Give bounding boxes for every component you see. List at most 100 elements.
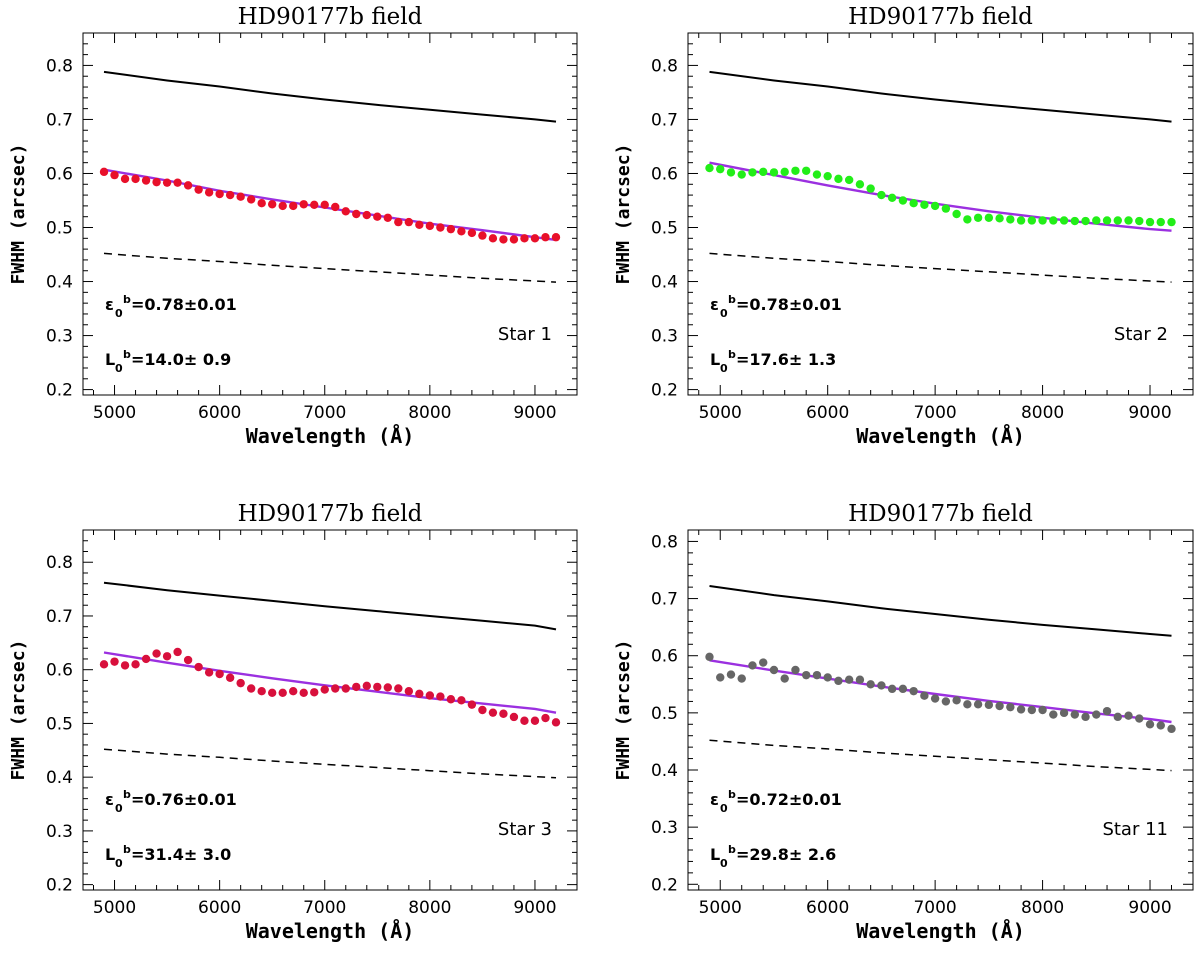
- data-point: [457, 696, 466, 705]
- data-point: [769, 665, 779, 675]
- data-point: [1145, 720, 1155, 729]
- data-point: [995, 701, 1004, 711]
- data-point: [1081, 712, 1090, 722]
- y-tick-label: 0.4: [651, 273, 678, 293]
- data-point: [120, 174, 130, 184]
- data-point: [152, 649, 161, 658]
- l0-value: =31.4± 3.0: [131, 845, 231, 864]
- data-point: [173, 178, 182, 187]
- panel-star-1: 5000 6000 7000 8000 9000 0.2 0.3 0.4 0.5 0.6 0.7 0.…: [8, 4, 578, 448]
- data-point: [1167, 724, 1176, 734]
- chart-title: HD90177b field: [238, 4, 423, 30]
- y-tick-label: 0.6: [651, 647, 678, 667]
- data-point: [257, 198, 266, 208]
- y-tick-label: 0.6: [46, 164, 73, 184]
- data-point: [705, 652, 714, 662]
- data-point: [995, 214, 1004, 223]
- data-point: [530, 716, 540, 725]
- data-point: [1049, 216, 1058, 225]
- epsilon-value: =0.78±0.01: [736, 295, 842, 314]
- y-tick-label: 0.7: [46, 607, 73, 627]
- data-point: [1027, 216, 1037, 225]
- data-point: [310, 688, 319, 697]
- upper-solid-curve: [103, 70, 557, 123]
- data-point: [331, 684, 340, 693]
- data-point: [362, 210, 371, 220]
- data-point: [941, 204, 951, 213]
- data-point: [1102, 706, 1112, 716]
- data-point: [194, 185, 203, 194]
- data-point: [110, 657, 119, 666]
- data-point: [909, 198, 918, 208]
- data-point: [737, 170, 746, 179]
- data-point: [1092, 710, 1101, 719]
- data-point: [373, 682, 382, 692]
- data-point: [1124, 216, 1133, 225]
- data-point: [331, 202, 340, 212]
- data-point: [877, 681, 886, 690]
- data-point: [310, 200, 319, 210]
- data-point: [162, 178, 172, 187]
- y-axis-label: FWHM (arcsec): [613, 640, 634, 781]
- x-tick-label: 8000: [408, 403, 451, 423]
- l0-subscript: 0: [720, 857, 728, 870]
- data-point: [1070, 216, 1080, 226]
- y-axis-label: FWHM (arcsec): [613, 144, 634, 285]
- data-point: [299, 688, 308, 698]
- data-point: [1092, 216, 1101, 225]
- star-label: Star 1: [498, 324, 552, 345]
- data-point: [834, 676, 843, 686]
- data-point: [215, 669, 224, 679]
- y-tick-label: 0.8: [46, 553, 73, 573]
- data-point: [436, 223, 445, 232]
- data-point: [173, 647, 182, 657]
- data-point: [289, 686, 298, 696]
- x-tick-label: 6000: [806, 898, 849, 918]
- data-point: [352, 209, 361, 219]
- data-point: [791, 166, 800, 175]
- data-point: [99, 167, 109, 177]
- data-point: [952, 209, 961, 219]
- x-tick-label: 8000: [1021, 403, 1064, 423]
- data-point: [225, 190, 235, 200]
- data-point: [520, 234, 529, 243]
- x-tick-label: 7000: [303, 403, 346, 423]
- x-tick-label: 9000: [513, 403, 556, 423]
- data-point: [801, 670, 811, 680]
- data-point: [909, 686, 918, 696]
- data-point: [920, 691, 929, 700]
- l0-symbol: L: [105, 350, 115, 369]
- epsilon-subscript: 0: [720, 802, 728, 815]
- data-point: [204, 668, 214, 677]
- upper-solid-curve: [709, 585, 1172, 637]
- data-point: [415, 220, 424, 230]
- l0-value: =14.0± 0.9: [131, 350, 231, 369]
- x-tick-label: 9000: [513, 898, 556, 918]
- data-point: [866, 184, 875, 193]
- data-point: [246, 195, 256, 204]
- data-point: [855, 180, 865, 189]
- data-point: [373, 212, 382, 221]
- data-point: [394, 684, 403, 693]
- fit-line: [709, 659, 1172, 724]
- data-point: [131, 660, 140, 669]
- epsilon-value: =0.72±0.01: [736, 790, 842, 809]
- x-axis-label: Wavelength (Å): [246, 919, 415, 943]
- data-point: [920, 200, 929, 210]
- x-tick-label: 8000: [408, 898, 451, 918]
- data-point: [267, 688, 277, 698]
- data-point: [499, 709, 508, 718]
- data-point: [716, 164, 725, 174]
- data-point: [1006, 215, 1015, 224]
- data-point: [1059, 216, 1069, 225]
- data-point: [844, 675, 854, 684]
- data-point: [812, 670, 822, 680]
- x-tick-label: 6000: [198, 898, 241, 918]
- x-tick-label: 9000: [1128, 898, 1171, 918]
- data-point: [1038, 705, 1047, 715]
- data-point: [1135, 216, 1144, 226]
- data-point: [887, 193, 897, 202]
- data-point: [204, 188, 214, 197]
- y-tick-label: 0.3: [651, 818, 678, 838]
